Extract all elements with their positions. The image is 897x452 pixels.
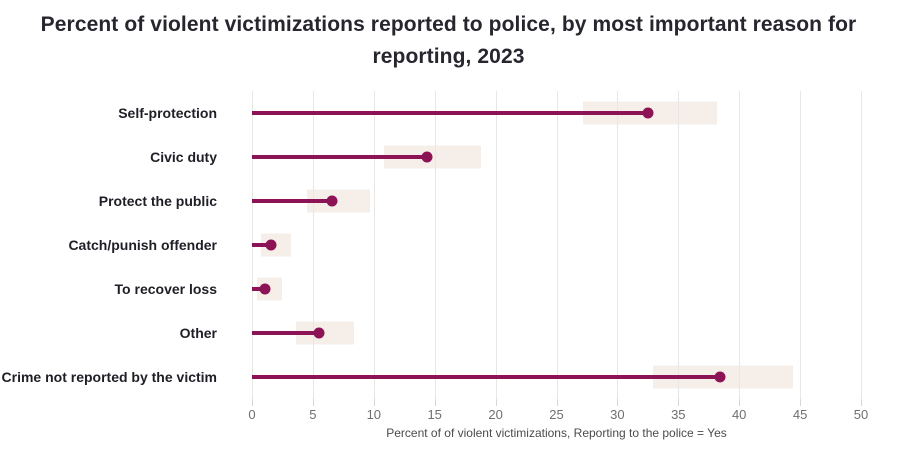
chart-row: Other: [180, 311, 861, 355]
chart-row: Catch/punish offender: [68, 223, 861, 267]
x-tick-label-30: 30: [610, 407, 625, 422]
data-point-dot[interactable]: [642, 107, 654, 119]
chart-row: Protect the public: [99, 179, 861, 223]
category-label: To recover loss: [114, 281, 217, 297]
x-tick-25: [556, 399, 558, 406]
gridline-35: [678, 91, 680, 399]
data-point-dot[interactable]: [265, 239, 277, 251]
gridline-5: [312, 91, 314, 399]
chart-row: To recover loss: [115, 267, 861, 311]
x-tick-label-10: 10: [366, 407, 382, 422]
x-tick-10: [373, 399, 375, 406]
data-point-dot[interactable]: [326, 195, 338, 207]
category-label: Other: [179, 325, 217, 341]
confidence-band: [306, 189, 371, 213]
x-tick-45: [800, 399, 802, 406]
category-label: Self-protection: [118, 105, 217, 121]
data-point-dot[interactable]: [421, 151, 433, 163]
x-tick-0: [252, 399, 253, 406]
x-tick-label-15: 15: [427, 407, 442, 422]
x-tick-label-40: 40: [731, 407, 747, 422]
data-point-dot[interactable]: [259, 283, 271, 295]
x-tick-label-45: 45: [792, 407, 808, 422]
x-tick-20: [495, 399, 497, 406]
gridline-10: [373, 91, 375, 399]
x-tick-5: [312, 399, 314, 406]
lollipop-stem: [252, 331, 319, 335]
category-label: Crime not reported by the victim: [1, 369, 217, 385]
x-tick-label-20: 20: [488, 407, 503, 422]
gridline-25: [556, 91, 558, 399]
lollipop-stem: [252, 243, 272, 247]
data-point-dot[interactable]: [714, 371, 726, 383]
x-axis-label: Percent of of violent victimizations, Re…: [386, 426, 727, 440]
plot-area: 0 5 10 15 20 25 30 35 40 45 50 Self-protection Civic…: [2, 91, 868, 422]
chart-title: Percent of violent victimizations report…: [40, 13, 857, 68]
x-tick-label-5: 5: [309, 407, 317, 422]
x-tick-40: [739, 399, 741, 406]
category-label: Protect the public: [98, 193, 217, 209]
x-tick-50: [861, 399, 862, 406]
x-tick-35: [678, 399, 680, 406]
gridline-15: [434, 91, 436, 399]
x-tick-label-25: 25: [549, 407, 564, 422]
x-tick-label-35: 35: [671, 407, 686, 422]
gridline-40: [739, 91, 741, 399]
gridline-45: [800, 91, 802, 399]
x-tick-30: [617, 399, 619, 406]
lollipop-stem: [252, 199, 333, 203]
category-label: Catch/punish offender: [68, 237, 217, 253]
gridline-30: [617, 91, 619, 399]
chart-row: Crime not reported by the victim: [2, 355, 861, 399]
gridline-50: [861, 91, 862, 399]
lollipop-stem: [252, 287, 266, 291]
lollipop-stem: [252, 375, 720, 379]
x-tick-label-50: 50: [853, 407, 869, 422]
category-label: Civic duty: [150, 149, 217, 165]
lollipop-stem: [252, 111, 648, 115]
x-tick-15: [434, 399, 436, 406]
chart-row: Self-protection: [118, 91, 861, 135]
lollipop-stem: [252, 155, 428, 159]
chart-row: Civic duty: [150, 135, 861, 179]
x-tick-label-0: 0: [248, 407, 256, 422]
gridline-20: [495, 91, 497, 399]
confidence-band: [295, 321, 355, 345]
data-point-dot[interactable]: [313, 327, 325, 339]
